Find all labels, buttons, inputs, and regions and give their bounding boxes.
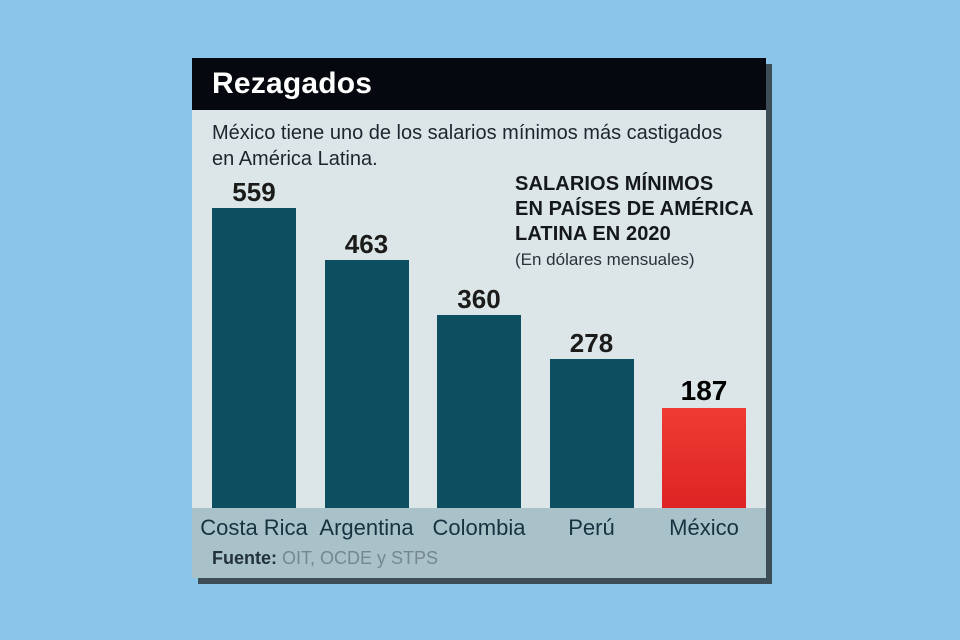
chart-title-line-1: SALARIOS MÍNIMOS <box>515 173 714 195</box>
chart-title-line-3: LATINA EN 2020 <box>515 223 671 245</box>
source-line: Fuente: OIT, OCDE y STPS <box>212 548 438 569</box>
category-label-colombia: Colombia <box>432 515 526 540</box>
bar-value-costa-rica: 559 <box>232 177 276 207</box>
bar-value-argentina: 463 <box>344 229 389 259</box>
chart-units-label: (En dólares mensuales) <box>515 250 695 269</box>
chart-title-block: SALARIOS MÍNIMOS EN PAÍSES DE AMÉRICA LA… <box>515 172 754 270</box>
bar-value-peru: 278 <box>569 328 614 358</box>
subtitle-line-1: México tiene uno de los salarios mínimos… <box>212 122 723 144</box>
page-title: Rezagados <box>212 67 373 100</box>
infographic-card: Rezagados México tiene uno de los salari… <box>192 58 766 578</box>
chart-subtitle: México tiene uno de los salarios mínimos… <box>212 120 722 173</box>
bar-group-mexico: 187 <box>662 377 746 508</box>
bar-value-colombia: 360 <box>457 284 501 314</box>
bar-argentina <box>324 260 409 508</box>
chart-area: México tiene uno de los salarios mínimos… <box>192 110 766 508</box>
bar-costa-rica <box>212 208 296 508</box>
bar-group-costa-rica: 559 <box>212 179 296 508</box>
header-bar: Rezagados <box>192 58 766 110</box>
bar-group-argentina: 463 <box>324 229 409 508</box>
chart-title-line-2: EN PAÍSES DE AMÉRICA <box>515 198 754 220</box>
category-label-costa-rica: Costa Rica <box>200 515 308 540</box>
category-labels: Costa Rica Argentina Colombia Perú México <box>192 508 766 578</box>
bars-container: 559 463 360 278 187 <box>192 110 766 508</box>
source-label: Fuente: <box>212 548 277 568</box>
category-label-mexico: México <box>669 515 739 540</box>
source-text: OIT, OCDE y STPS <box>277 548 439 568</box>
footer-band: Costa Rica Argentina Colombia Perú México Fu… <box>192 508 766 578</box>
subtitle-line-2: en América Latina. <box>212 148 378 171</box>
bar-mexico <box>662 408 746 508</box>
bar-peru <box>549 359 634 508</box>
category-label-argentina: Argentina <box>319 515 414 540</box>
category-label-peru: Perú <box>568 515 615 540</box>
bar-colombia <box>437 315 521 508</box>
bar-group-peru: 278 <box>549 328 634 508</box>
bar-group-colombia: 360 <box>437 286 521 508</box>
bar-value-mexico: 187 <box>680 375 728 406</box>
